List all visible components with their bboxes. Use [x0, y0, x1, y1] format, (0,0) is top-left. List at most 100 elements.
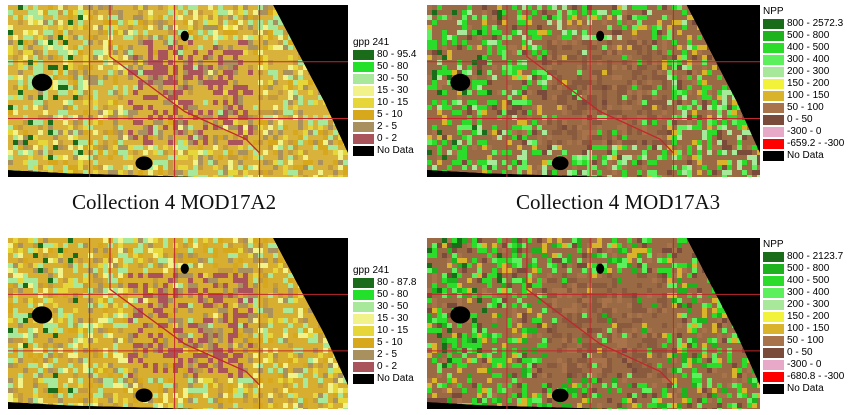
legend-item: 800 - 2572.3	[763, 18, 844, 30]
map-raster	[8, 238, 348, 409]
legend-swatch	[353, 326, 374, 336]
legend-item: 150 - 200	[763, 78, 844, 90]
lake	[180, 30, 189, 42]
legend-swatch	[763, 127, 784, 137]
legend-label: 30 - 50	[377, 301, 409, 312]
legend-item: 200 - 300	[763, 299, 844, 311]
map-c5-gpp	[8, 238, 348, 409]
legend-item: 150 - 200	[763, 311, 844, 323]
legend-swatch	[763, 91, 784, 101]
legend-item: 100 - 150	[763, 323, 844, 335]
legend-title: NPP	[763, 239, 784, 250]
legend-label: 15 - 30	[377, 313, 409, 324]
lake	[596, 263, 605, 274]
map-c5-npp	[427, 238, 760, 409]
legend-label: 150 - 200	[787, 311, 830, 322]
bay	[450, 306, 471, 324]
legend-label: 100 - 150	[787, 90, 830, 101]
legend-label: -300 - 0	[787, 126, 822, 137]
legend-item: No Data	[353, 145, 416, 157]
ocean	[427, 402, 611, 409]
legend-item: 15 - 30	[353, 85, 416, 97]
legend-item: 200 - 300	[763, 66, 844, 78]
legend-item: 10 - 15	[353, 325, 416, 337]
legend-item: 15 - 30	[353, 313, 416, 325]
legend-item: 80 - 87.8	[353, 277, 416, 289]
legend-label: 200 - 300	[787, 66, 830, 77]
legend-item: 800 - 2123.7	[763, 251, 844, 263]
map-c4-npp	[427, 5, 760, 177]
legend-swatch	[353, 146, 374, 156]
legend-label: 80 - 95.4	[377, 49, 417, 60]
legend-swatch	[353, 98, 374, 108]
legend-swatch	[763, 252, 784, 262]
legend-label: No Data	[377, 145, 414, 156]
legend-swatch	[763, 43, 784, 53]
legend-swatch	[353, 350, 374, 360]
lake	[135, 156, 153, 171]
legend-swatch	[353, 50, 374, 60]
land-raster	[8, 5, 348, 177]
legend-swatch	[763, 276, 784, 286]
legend-label: 50 - 80	[377, 289, 409, 300]
legend-label: -300 - 0	[787, 359, 822, 370]
legend-swatch	[353, 86, 374, 96]
legend-item: 300 - 400	[763, 54, 844, 66]
legend-swatch	[763, 324, 784, 334]
legend-label: 5 - 10	[377, 337, 403, 348]
legend-label: 2 - 5	[377, 121, 398, 132]
bay	[450, 73, 471, 91]
lake	[551, 156, 569, 171]
legend-item: -300 - 0	[763, 359, 844, 371]
state-border	[526, 238, 674, 386]
legend-label: 10 - 15	[377, 97, 409, 108]
legend-label: 0 - 2	[377, 133, 398, 144]
legend-swatch	[763, 67, 784, 77]
lake	[135, 388, 153, 403]
legend-label: 50 - 80	[377, 61, 409, 72]
bay	[31, 73, 53, 91]
outside-area	[273, 5, 348, 153]
outside-area	[686, 238, 760, 386]
legend-item: 2 - 5	[353, 121, 416, 133]
legend-label: 10 - 15	[377, 325, 409, 336]
legend-label: 0 - 50	[787, 347, 813, 358]
legend-label: -680.8 - -300	[787, 371, 845, 382]
legend-label: 400 - 500	[787, 275, 830, 286]
legend-swatch	[353, 374, 374, 384]
ocean	[427, 170, 611, 177]
legend-item: 5 - 10	[353, 109, 416, 121]
legend-swatch	[763, 139, 784, 149]
legend-swatch	[353, 134, 374, 144]
legend-label: 300 - 400	[787, 287, 830, 298]
legend-swatch	[763, 300, 784, 310]
legend-item: 30 - 50	[353, 73, 416, 85]
legend-label: 800 - 2572.3	[787, 18, 844, 29]
lake	[551, 388, 569, 403]
legend-label: 50 - 100	[787, 335, 824, 346]
legend-item: 100 - 150	[763, 90, 844, 102]
legend-title: NPP	[763, 6, 784, 17]
legend-label: 500 - 800	[787, 263, 830, 274]
legend-label: 50 - 100	[787, 102, 824, 113]
legend-c4-npp: NPP 800 - 2572.3 500 - 800 400 - 500 300 - 4…	[763, 5, 844, 162]
legend-swatch	[763, 336, 784, 346]
legend-swatch	[763, 288, 784, 298]
legend-c4-gpp: gpp 241 80 - 95.4 50 - 80 30 - 50 15 - 30 10 …	[353, 36, 416, 157]
legend-item: 30 - 50	[353, 301, 416, 313]
legend-swatch	[763, 31, 784, 41]
caption-c4-npp: Collection 4 MOD17A3	[516, 190, 721, 214]
state-border	[526, 5, 674, 154]
legend-c5-gpp: gpp 241 80 - 87.8 50 - 80 30 - 50 15 - 30 10 …	[353, 264, 416, 385]
legend-item: 500 - 800	[763, 30, 844, 42]
outside-area	[686, 5, 760, 153]
legend-title: gpp 241	[353, 37, 390, 48]
legend-swatch	[353, 278, 374, 288]
legend-item: 5 - 10	[353, 337, 416, 349]
legend-swatch	[353, 110, 374, 120]
legend-swatch	[353, 302, 374, 312]
legend-swatch	[763, 79, 784, 89]
legend-swatch	[763, 348, 784, 358]
bay	[31, 306, 53, 324]
legend-label: 500 - 800	[787, 30, 830, 41]
